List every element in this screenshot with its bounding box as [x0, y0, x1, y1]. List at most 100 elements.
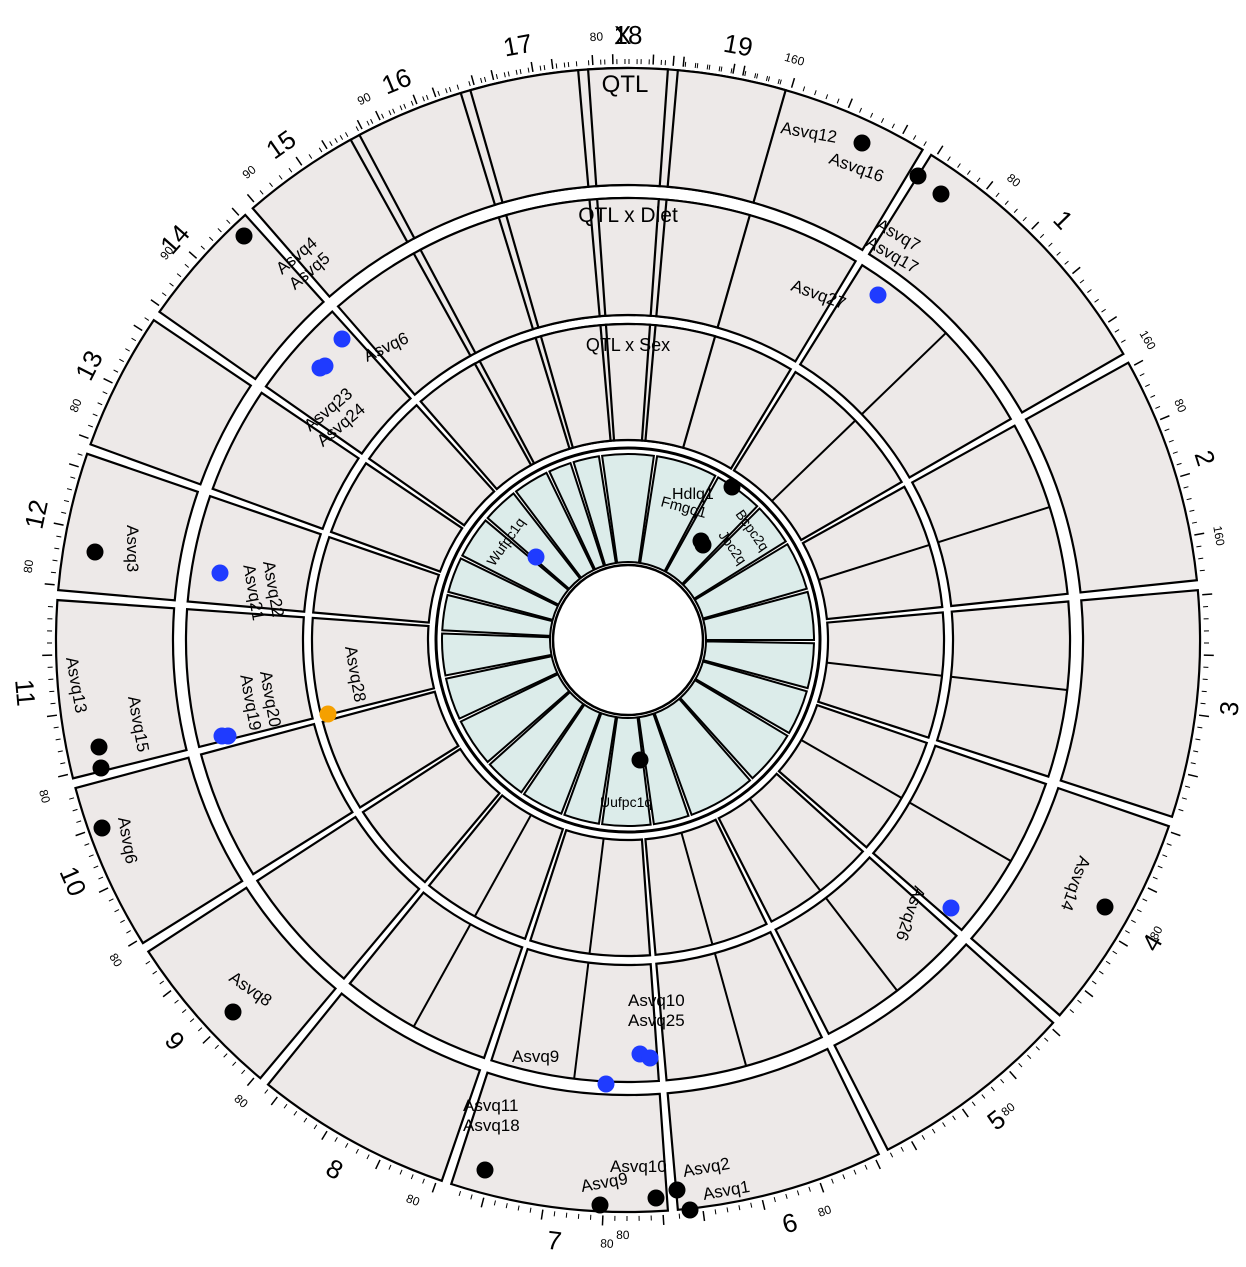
chromosome-label-10: 10	[54, 862, 93, 900]
tick	[226, 219, 231, 224]
tick	[1200, 702, 1206, 705]
center-hole	[551, 563, 705, 717]
tick	[1118, 940, 1129, 947]
tick	[197, 1027, 203, 1032]
tick	[1056, 251, 1061, 256]
qtl-label-line: Asvq3	[123, 525, 142, 572]
inner-qtl-dot	[527, 548, 545, 566]
tick	[53, 522, 64, 526]
sector-chr-7-ring-3	[528, 828, 652, 958]
tick	[1098, 970, 1104, 975]
tick	[181, 1009, 187, 1014]
tick	[1004, 200, 1009, 205]
sector-chr-7-ring-1	[449, 1071, 670, 1214]
sector-divider-chr-7	[588, 838, 605, 954]
tick	[1039, 233, 1045, 239]
tick	[495, 74, 498, 80]
tick	[355, 1148, 359, 1154]
tick	[995, 192, 1000, 198]
sector-divider-chr-6	[680, 832, 714, 945]
tick-label-chr-8: 80	[616, 1228, 630, 1242]
tick	[366, 120, 370, 126]
tick	[44, 583, 55, 586]
inner-ring-wedge	[522, 703, 602, 815]
sector-chr-10-ring-3	[321, 690, 460, 809]
tick	[529, 1207, 532, 1213]
qtl-main-dot	[681, 1201, 699, 1219]
tick	[184, 263, 190, 268]
tick	[84, 843, 90, 846]
sector-chr-9-ring-3	[361, 747, 501, 884]
tick	[1196, 545, 1202, 548]
sector-divider-chr-2	[937, 506, 1050, 544]
tick	[269, 182, 273, 188]
inner-ring	[434, 446, 822, 834]
tick	[732, 63, 736, 74]
tick	[942, 1122, 946, 1127]
tick	[961, 1108, 969, 1118]
qtl-main-dot	[853, 134, 871, 152]
tick	[1101, 308, 1106, 313]
chromosome-label-1: 1	[1047, 204, 1079, 235]
tick	[232, 1061, 237, 1066]
inner-ring-wedge	[693, 542, 809, 620]
sector-chr-5-ring-3	[717, 772, 865, 924]
qtl-main-dot	[909, 167, 927, 185]
tick	[785, 1193, 788, 1199]
tick	[706, 64, 709, 70]
qtl-diet-label: Asvq22Asvq21	[239, 559, 287, 622]
tick	[1172, 451, 1178, 454]
tick	[530, 61, 534, 73]
tick	[891, 123, 895, 129]
inner-ring-wedge	[514, 471, 596, 580]
qtl-diet-dot	[219, 727, 237, 745]
tick	[507, 71, 510, 77]
tick	[936, 145, 944, 155]
tick	[295, 156, 303, 166]
tick	[870, 112, 874, 118]
tick	[1125, 930, 1130, 934]
tick	[853, 1169, 857, 1175]
tick	[1194, 532, 1205, 536]
tick	[754, 73, 757, 79]
tick	[114, 909, 120, 913]
ring-titles: QTL QTL x Diet QTL x Sex	[578, 71, 678, 355]
sector-divider-chr-3	[950, 675, 1068, 692]
tick	[161, 292, 167, 297]
tick	[1035, 1046, 1040, 1051]
tick	[131, 337, 137, 342]
tick	[515, 69, 518, 75]
tick	[1191, 521, 1198, 524]
tick	[742, 65, 746, 76]
inner-ring-wedge	[681, 507, 788, 601]
tick	[1105, 960, 1111, 965]
tick	[174, 999, 179, 1004]
inner-ring-wedge	[702, 640, 815, 690]
tick	[1199, 569, 1205, 572]
qtl-main-dot	[668, 1181, 686, 1199]
tick-label-chr-2: 160	[1210, 525, 1227, 547]
tick	[1162, 854, 1168, 858]
tick	[750, 1202, 753, 1208]
sector-chr-3-ring-2	[935, 600, 1072, 778]
tick-label-chr-16: 90	[240, 162, 259, 181]
tick-label-chr-9: 80	[404, 1191, 422, 1209]
tick	[910, 1140, 918, 1151]
tick	[1170, 831, 1181, 837]
sector-chr-6-ring-1	[666, 1047, 881, 1212]
tick	[1000, 1078, 1005, 1084]
sector-chr-2-ring-3	[801, 485, 944, 621]
tick	[77, 453, 83, 456]
sector-chr-3-ring-3	[816, 611, 946, 740]
inner-qtl-label: Uufpc1q	[600, 794, 652, 810]
inner-qtl-dot	[723, 478, 741, 496]
tick	[456, 84, 460, 90]
tick	[56, 535, 62, 538]
tick	[53, 726, 59, 729]
tick	[912, 135, 917, 140]
tick	[1180, 472, 1191, 478]
qtl-label-line: Asvq9	[512, 1047, 559, 1066]
tick	[293, 1110, 298, 1116]
tick	[875, 1159, 881, 1170]
chromosome-label-17: 17	[501, 28, 535, 63]
